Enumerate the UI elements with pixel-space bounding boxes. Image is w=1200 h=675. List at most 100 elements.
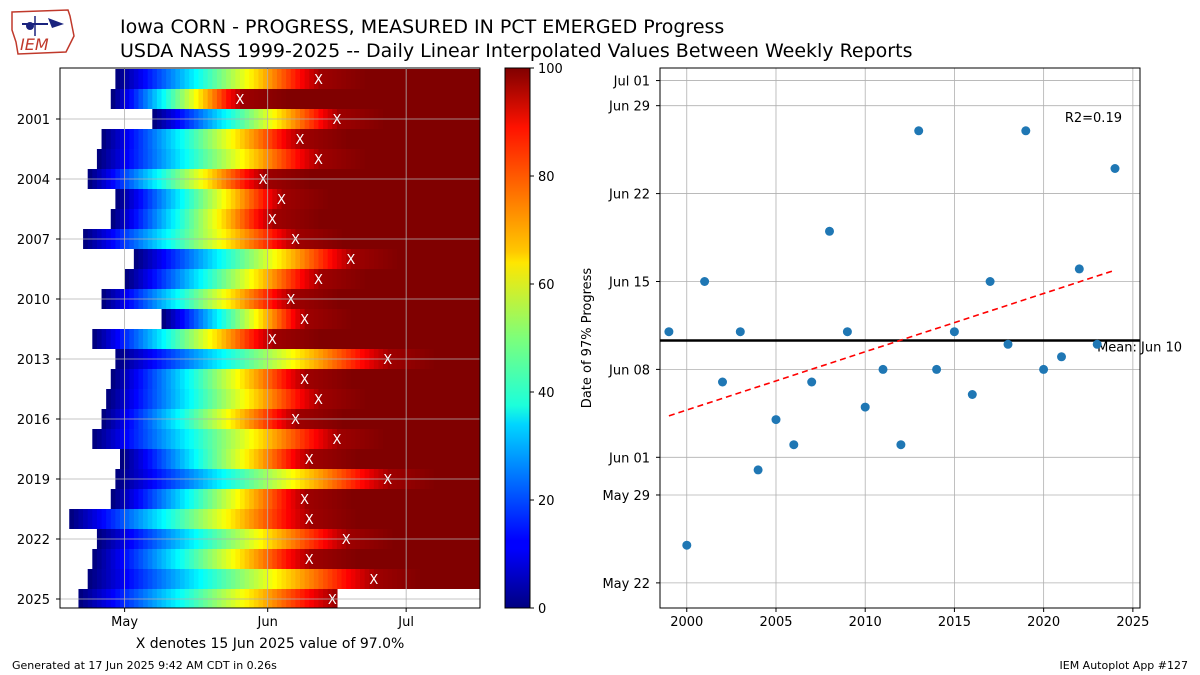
heat-cell (300, 549, 306, 569)
heat-cell (240, 189, 246, 209)
heat-cell (272, 209, 278, 229)
heat-cell (180, 569, 186, 589)
heat-cell (475, 269, 480, 289)
heat-cell (180, 269, 186, 289)
heat-cell (286, 209, 292, 229)
heat-cell (170, 69, 176, 89)
heat-cell (438, 209, 444, 229)
heat-cell (180, 549, 186, 569)
heat-cell (129, 489, 135, 509)
heat-cell (470, 509, 476, 529)
heat-cell (447, 489, 453, 509)
heat-cell (170, 269, 176, 289)
heat-cell (212, 429, 218, 449)
heat-cell (133, 589, 140, 608)
heat-cell (253, 549, 260, 569)
heat-ytick-label: 2013 (17, 353, 50, 368)
heat-cell (360, 429, 366, 449)
heatmap-xlabel: X denotes 15 Jun 2025 value of 97.0% (136, 636, 405, 652)
heat-cell (383, 209, 389, 229)
heat-cell (336, 329, 343, 349)
heat-cell (300, 489, 306, 509)
heat-cell (230, 189, 236, 209)
heat-cell (401, 569, 407, 589)
heat-cell (304, 249, 310, 269)
heat-cell (207, 209, 213, 229)
heat-cell (406, 369, 412, 389)
heat-cell (429, 269, 435, 289)
heat-cell (281, 509, 287, 529)
heat-cell (313, 429, 320, 449)
heat-cell (429, 449, 435, 469)
heat-marker: X (305, 513, 314, 528)
heat-cell (452, 249, 458, 269)
heat-cell (267, 189, 273, 209)
heat-cell (406, 249, 412, 269)
heat-cell (401, 329, 407, 349)
heat-cell (281, 569, 287, 589)
heat-cell (323, 209, 329, 229)
heat-cell (230, 309, 236, 329)
heat-cell (129, 509, 135, 529)
heat-cell (286, 249, 292, 269)
heat-cell (323, 89, 329, 109)
scatter-point (1074, 264, 1084, 274)
heat-cell (392, 189, 398, 209)
heat-cell (433, 309, 440, 329)
heat-cell (360, 69, 366, 89)
heat-cell (341, 189, 347, 209)
heat-cell (323, 189, 329, 209)
heat-cell (203, 369, 209, 389)
heat-cell (304, 569, 310, 589)
heat-cell (447, 329, 453, 349)
heat-cell (161, 429, 167, 449)
heat-cell (244, 189, 250, 209)
heat-cell (456, 389, 463, 409)
heat-cell (203, 209, 209, 229)
heat-cell (304, 149, 310, 169)
heat-cell (424, 209, 430, 229)
heat-cell (429, 69, 435, 89)
heat-cell (230, 329, 236, 349)
heat-cell (120, 369, 126, 389)
heat-cell (350, 69, 356, 89)
heat-cell (230, 369, 236, 389)
heat-cell (360, 209, 366, 229)
heat-cell (452, 449, 458, 469)
heat-cell (101, 329, 107, 349)
heat-cell (438, 309, 444, 329)
heat-cell (193, 509, 200, 529)
heat-cell (272, 549, 278, 569)
heat-cell (456, 309, 463, 329)
heat-cell (221, 269, 227, 289)
heat-cell (253, 189, 260, 209)
heat-cell (263, 189, 269, 209)
heat-cell (207, 149, 213, 169)
heat-cell (327, 189, 333, 209)
heat-cell (480, 309, 485, 329)
heat-cell (263, 129, 269, 149)
heat-cell (230, 569, 236, 589)
heat-cell (120, 209, 126, 229)
heat-cell (147, 449, 153, 469)
heat-cell (383, 69, 389, 89)
heat-cell (235, 269, 241, 289)
heatmap-frame (59, 67, 481, 609)
heat-cell (240, 249, 246, 269)
heat-cell (253, 249, 260, 269)
heat-cell (443, 329, 449, 349)
heat-cell (258, 489, 264, 509)
heat-cell (447, 369, 453, 389)
heat-cell (392, 509, 398, 529)
heat-marker: X (305, 553, 314, 568)
heat-cell (152, 269, 158, 289)
heat-cell (383, 369, 389, 389)
heat-cell (480, 489, 485, 509)
heat-cell (336, 209, 343, 229)
heat-cell (249, 569, 255, 589)
heat-cell (198, 509, 204, 529)
heat-cell (189, 589, 195, 608)
heat-cell (327, 269, 333, 289)
scatter-point (718, 377, 727, 387)
heat-cell (401, 249, 407, 269)
